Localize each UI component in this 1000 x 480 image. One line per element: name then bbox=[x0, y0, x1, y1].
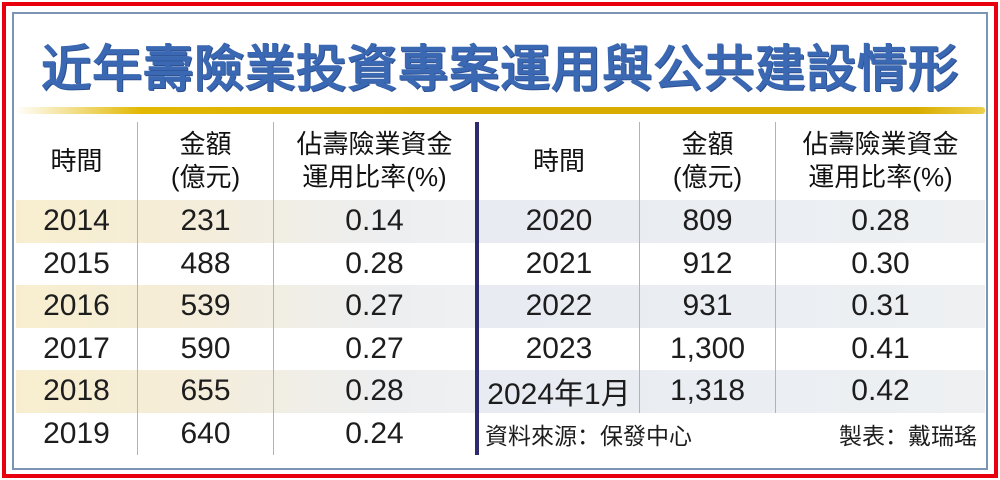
cell-ratio: 0.31 bbox=[851, 289, 910, 323]
cell-year: 2020 bbox=[479, 200, 640, 243]
cell-amount: 231 bbox=[138, 200, 274, 243]
header-amount-line1: 金額 bbox=[179, 129, 232, 159]
table-row: 2020 809 0.28 bbox=[479, 200, 985, 243]
header-amount: 金額 (億元) bbox=[640, 122, 776, 200]
table-row: 2018 655 0.28 bbox=[16, 370, 475, 413]
cell-year: 2021 bbox=[479, 242, 640, 285]
cell-ratio: 0.27 bbox=[345, 289, 404, 323]
table-row: 2015 488 0.28 bbox=[16, 242, 475, 285]
cell-year: 2016 bbox=[16, 285, 138, 328]
cell-amount: 1,300 bbox=[640, 327, 776, 370]
header-ratio-line2: 運用比率(%) bbox=[302, 162, 447, 192]
table-row: 2019 640 0.24 bbox=[16, 412, 475, 455]
table-row: 2016 539 0.27 bbox=[16, 285, 475, 328]
cell-amount: 1,318 bbox=[640, 370, 776, 413]
cell-year: 2014 bbox=[16, 200, 138, 243]
cell-amount: 590 bbox=[138, 327, 274, 370]
header-amount-line1: 金額 bbox=[681, 129, 734, 159]
cell-ratio: 0.41 bbox=[851, 331, 910, 365]
cell-year: 2022 bbox=[479, 285, 640, 328]
cell-year: 2023 bbox=[479, 327, 640, 370]
cell-year: 2019 bbox=[16, 412, 138, 455]
cell-ratio: 0.24 bbox=[345, 416, 404, 450]
header-ratio-line1: 佔壽險業資金 bbox=[802, 129, 959, 159]
gold-divider-rule bbox=[15, 107, 985, 114]
header-ratio-line2: 運用比率(%) bbox=[808, 162, 953, 192]
header-time: 時間 bbox=[479, 122, 640, 200]
table-left-2014-2019: 時間 金額 (億元) 佔壽險業資金 運用比率(%) 2014 231 0.14 … bbox=[16, 122, 475, 455]
cell-year: 2015 bbox=[16, 242, 138, 285]
cell-ratio: 0.42 bbox=[851, 374, 910, 408]
cell-year: 2024年1月 bbox=[479, 370, 640, 413]
header-ratio: 佔壽險業資金 運用比率(%) bbox=[274, 122, 475, 200]
cell-ratio: 0.30 bbox=[851, 246, 910, 280]
header-ratio-line1: 佔壽險業資金 bbox=[296, 129, 453, 159]
table-row: 2021 912 0.30 bbox=[479, 242, 985, 285]
table-row: 2017 590 0.27 bbox=[16, 327, 475, 370]
cell-ratio: 0.14 bbox=[345, 204, 404, 238]
cell-amount: 539 bbox=[138, 285, 274, 328]
header-amount-line2: (億元) bbox=[170, 162, 241, 192]
header-time: 時間 bbox=[16, 122, 138, 200]
table-row: 2014 231 0.14 bbox=[16, 200, 475, 243]
table-row: 2023 1,300 0.41 bbox=[479, 327, 985, 370]
page-title: 近年壽險業投資專案運用與公共建設情形 bbox=[41, 41, 959, 97]
cell-amount: 640 bbox=[138, 412, 274, 455]
table-header-row: 時間 金額 (億元) 佔壽險業資金 運用比率(%) bbox=[16, 122, 475, 200]
cell-amount: 488 bbox=[138, 242, 274, 285]
author-credit: 製表：戴瑞瑤 bbox=[839, 422, 977, 449]
cell-amount: 912 bbox=[640, 242, 776, 285]
cell-year: 2017 bbox=[16, 327, 138, 370]
header-time-label: 時間 bbox=[532, 145, 585, 176]
header-time-label: 時間 bbox=[50, 145, 103, 176]
footer-row: 資料來源：保發中心 製表：戴瑞瑤 bbox=[479, 413, 985, 456]
cell-ratio: 0.28 bbox=[851, 204, 910, 238]
table-row: 2022 931 0.31 bbox=[479, 285, 985, 328]
cell-ratio: 0.28 bbox=[345, 246, 404, 280]
table-right-2020-2024: 時間 金額 (億元) 佔壽險業資金 運用比率(%) 2020 809 0.28 … bbox=[479, 122, 985, 455]
cell-amount: 655 bbox=[138, 370, 274, 413]
header-amount: 金額 (億元) bbox=[138, 122, 274, 200]
cell-ratio: 0.27 bbox=[345, 331, 404, 365]
header-ratio: 佔壽險業資金 運用比率(%) bbox=[776, 122, 985, 200]
cell-ratio: 0.28 bbox=[345, 374, 404, 408]
center-divider bbox=[475, 122, 479, 455]
table-row: 2024年1月 1,318 0.42 bbox=[479, 370, 985, 413]
header-amount-line2: (億元) bbox=[672, 162, 743, 192]
cell-year: 2018 bbox=[16, 370, 138, 413]
cell-amount: 931 bbox=[640, 285, 776, 328]
source-credit: 資料來源：保發中心 bbox=[485, 422, 692, 449]
table-header-row: 時間 金額 (億元) 佔壽險業資金 運用比率(%) bbox=[479, 122, 985, 200]
cell-amount: 809 bbox=[640, 200, 776, 243]
